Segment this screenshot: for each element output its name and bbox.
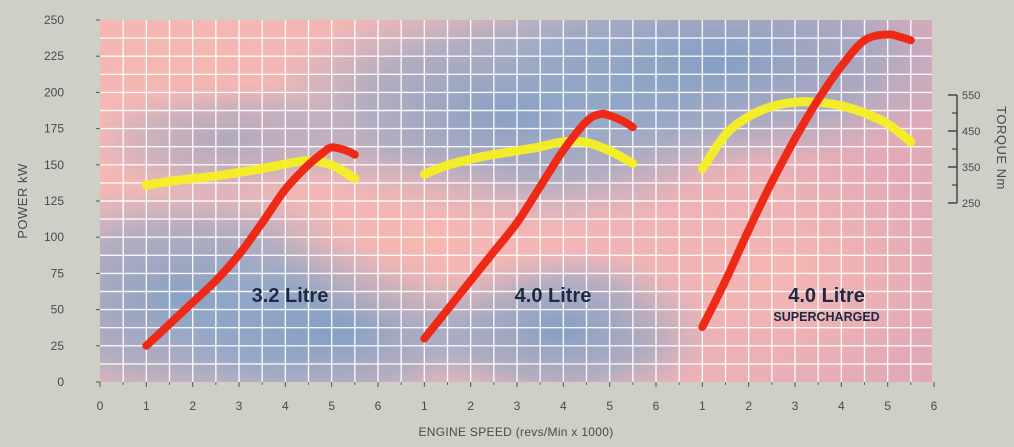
y2-tick-label: 550 bbox=[962, 90, 980, 102]
torque-line-panel-3 bbox=[697, 97, 916, 174]
panel-labels: 3.2 Litre 4.0 Litre 4.0 Litre SUPERCHARGED bbox=[252, 285, 880, 324]
x-tick-label: 3 bbox=[792, 399, 799, 413]
x-tick-label: 6 bbox=[931, 399, 938, 413]
plot-background bbox=[100, 20, 932, 382]
x-tick-label: 5 bbox=[328, 399, 335, 413]
x-tick-label: 3 bbox=[236, 399, 243, 413]
power-line-panel-3 bbox=[698, 30, 915, 331]
torque-line-panel-2 bbox=[419, 136, 638, 179]
data-series bbox=[141, 30, 916, 350]
y-tick-label: 125 bbox=[44, 194, 64, 208]
y-tick-label: 100 bbox=[44, 230, 64, 244]
power-line-panel-1 bbox=[142, 143, 359, 350]
y-tick-label: 25 bbox=[51, 339, 65, 353]
x-tick-label: 1 bbox=[699, 399, 706, 413]
x-tick-label: 5 bbox=[606, 399, 613, 413]
x-tick-label: 1 bbox=[421, 399, 428, 413]
y2-tick-label: 350 bbox=[962, 162, 980, 174]
x-axis-label: ENGINE SPEED (revs/Min x 1000) bbox=[418, 425, 613, 439]
y-tick-label: 200 bbox=[44, 85, 64, 99]
y2-tick-label: 450 bbox=[962, 126, 980, 138]
x-tick-label: 6 bbox=[375, 399, 382, 413]
x-tick-label: 4 bbox=[282, 399, 289, 413]
y2-tick-label: 250 bbox=[962, 198, 980, 210]
x-tick-label: 4 bbox=[838, 399, 845, 413]
y-tick-label: 225 bbox=[44, 49, 64, 63]
y2-axis-label: TORQUE Nm bbox=[994, 106, 1009, 190]
x-tick-label: 2 bbox=[467, 399, 474, 413]
panel-label-2: 4.0 Litre bbox=[515, 285, 592, 307]
y-tick-label: 0 bbox=[57, 375, 64, 389]
x-tick-label: 6 bbox=[653, 399, 660, 413]
x-tick-label: 0 bbox=[97, 399, 104, 413]
x-tick-label: 1 bbox=[143, 399, 150, 413]
y-tick-label: 75 bbox=[51, 266, 65, 280]
y-tick-label: 250 bbox=[44, 13, 64, 27]
torque-line-panel-1 bbox=[141, 155, 360, 190]
grid-lines bbox=[100, 20, 932, 382]
y-tick-label: 175 bbox=[44, 122, 64, 136]
x-tick-label: 4 bbox=[560, 399, 567, 413]
x-tick-label: 3 bbox=[514, 399, 521, 413]
x-tick-label: 2 bbox=[189, 399, 196, 413]
panel-sublabel-3: SUPERCHARGED bbox=[773, 310, 879, 324]
y-tick-label: 50 bbox=[51, 303, 65, 317]
x-tick-label: 5 bbox=[884, 399, 891, 413]
y-axis-label: POWER kW bbox=[15, 163, 30, 239]
power-line-panel-2 bbox=[420, 109, 637, 343]
panel-label-1: 3.2 Litre bbox=[252, 285, 329, 307]
x-tick-label: 2 bbox=[745, 399, 752, 413]
y-tick-label: 150 bbox=[44, 158, 64, 172]
panel-label-3: 4.0 Litre bbox=[788, 285, 865, 307]
